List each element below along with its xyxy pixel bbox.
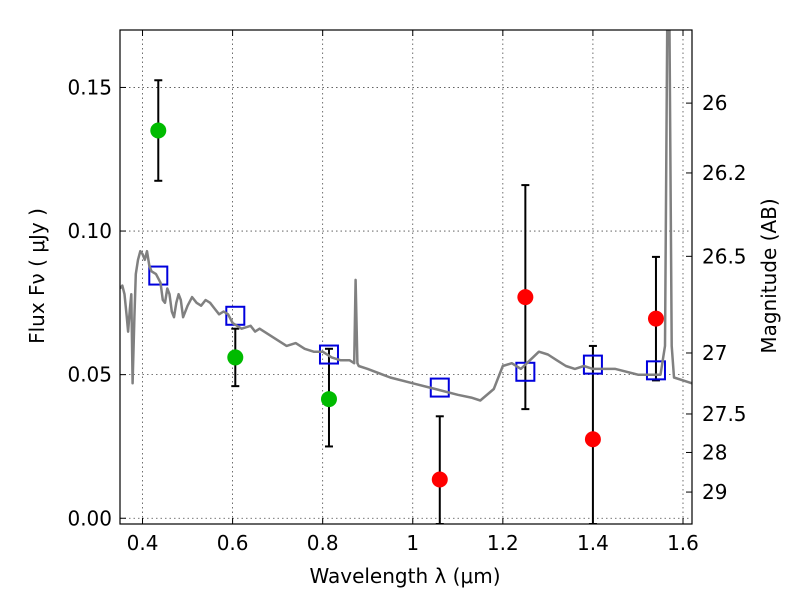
x-axis-label: Wavelength λ (μm) xyxy=(309,564,500,588)
y-axis-label: Flux Fν ( μJy ) xyxy=(25,208,49,344)
y-tick-label: 0.00 xyxy=(67,506,112,530)
plot-frame xyxy=(119,29,693,525)
data-point xyxy=(431,471,448,488)
model-photometry-square xyxy=(318,344,339,365)
data-point xyxy=(584,431,601,448)
y-tick-label: 0.05 xyxy=(67,363,112,387)
y-right-axis-label: Magnitude (AB) xyxy=(757,198,781,353)
x-tick-label: 1.6 xyxy=(667,531,699,555)
model-photometry-square xyxy=(515,361,536,382)
series-layer xyxy=(120,30,692,524)
y-right-tick-label: 26.2 xyxy=(702,161,747,185)
y-right-tick-label: 27.5 xyxy=(702,402,747,426)
y-right-tick-label: 29 xyxy=(702,480,727,504)
data-point xyxy=(227,349,244,366)
y-right-tick-label: 28 xyxy=(702,440,727,464)
x-tick-label: 1 xyxy=(406,531,419,555)
y-tick-label: 0.15 xyxy=(67,75,112,99)
model-photometry-square xyxy=(645,360,666,381)
x-tick-label: 0.4 xyxy=(127,531,159,555)
data-point xyxy=(647,310,664,327)
y-right-tick-label: 26.5 xyxy=(702,244,747,268)
x-tick-label: 0.6 xyxy=(217,531,249,555)
y-right-tick-label: 27 xyxy=(702,341,727,365)
model-photometry-square xyxy=(148,265,169,286)
data-point xyxy=(320,391,337,408)
y-right-tick-label: 26 xyxy=(702,91,727,115)
y-tick-label: 0.10 xyxy=(67,219,112,243)
grid-layer xyxy=(120,30,692,524)
model-spectrum-line xyxy=(120,30,692,402)
data-point xyxy=(517,289,534,306)
x-tick-label: 1.4 xyxy=(577,531,609,555)
x-tick-label: 1.2 xyxy=(487,531,519,555)
model-photometry-square xyxy=(582,354,603,375)
data-point xyxy=(150,122,167,139)
x-tick-label: 0.8 xyxy=(307,531,339,555)
tick-layer: 0.4 0.6 0.8 1 1.2 1.4 1.6 0.00 0.05 0.10 0.15 26 26.… xyxy=(67,30,747,555)
